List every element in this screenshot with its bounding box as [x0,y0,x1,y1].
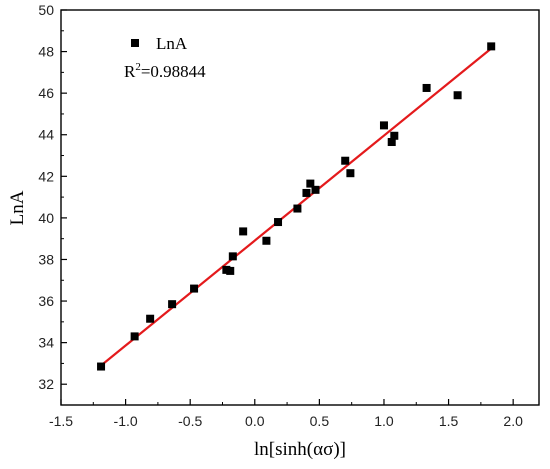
data-point [228,252,237,261]
data-point [453,91,462,100]
data-point [390,131,399,140]
r-squared-value: =0.98844 [141,62,206,81]
x-tick-label: -1.5 [49,413,73,429]
x-axis-label: ln[sinh(ασ)] [254,439,346,460]
x-tick-label: 0.5 [310,413,330,429]
y-axis-ticks: 32 34 36 38 40 42 44 46 48 50 [38,2,67,406]
y-tick-label: 46 [38,85,54,101]
x-axis-ticks: -1.5 -1.0 -0.5 0.0 0.5 1.0 1.5 2.0 [49,399,523,429]
x-tick-label: 2.0 [503,413,523,429]
data-point [311,185,320,194]
y-tick-label: 34 [38,335,54,351]
data-point [341,156,350,165]
data-point [487,42,496,51]
legend: LnA R2=0.98844 [124,34,206,81]
x-tick-label: 0.0 [245,413,265,429]
y-tick-label: 36 [38,293,54,309]
data-point [262,236,271,245]
x-tick-label: 1.5 [439,413,459,429]
data-point [168,300,177,309]
data-point [379,121,388,130]
data-point [130,332,139,341]
y-tick-label: 42 [38,168,54,184]
y-tick-label: 48 [38,44,54,60]
data-point [302,188,311,197]
data-point [346,169,355,178]
y-tick-label: 40 [38,210,54,226]
x-tick-label: -1.0 [114,413,138,429]
data-point [274,218,283,227]
data-point [146,314,155,323]
data-point [190,284,199,293]
data-point [293,204,302,213]
y-tick-label: 50 [38,2,54,18]
data-point [387,138,396,147]
r-squared-annotation: R2=0.98844 [124,61,206,81]
plot-frame [60,9,540,406]
x-tick-label: -0.5 [178,413,202,429]
y-tick-label: 32 [38,376,54,392]
data-point [422,83,431,92]
data-points [97,42,496,371]
data-point [239,227,248,236]
legend-marker [131,39,139,47]
r-squared-base: R [124,62,136,81]
data-point [97,362,106,371]
data-point [226,266,235,275]
y-axis-label: LnA [7,190,28,225]
legend-entry-lna: LnA [156,34,188,53]
y-tick-label: 38 [38,251,54,267]
y-tick-label: 44 [38,127,54,143]
r-squared-superscript: 2 [135,61,141,73]
data-point [306,179,315,188]
x-tick-label: 1.0 [374,413,394,429]
